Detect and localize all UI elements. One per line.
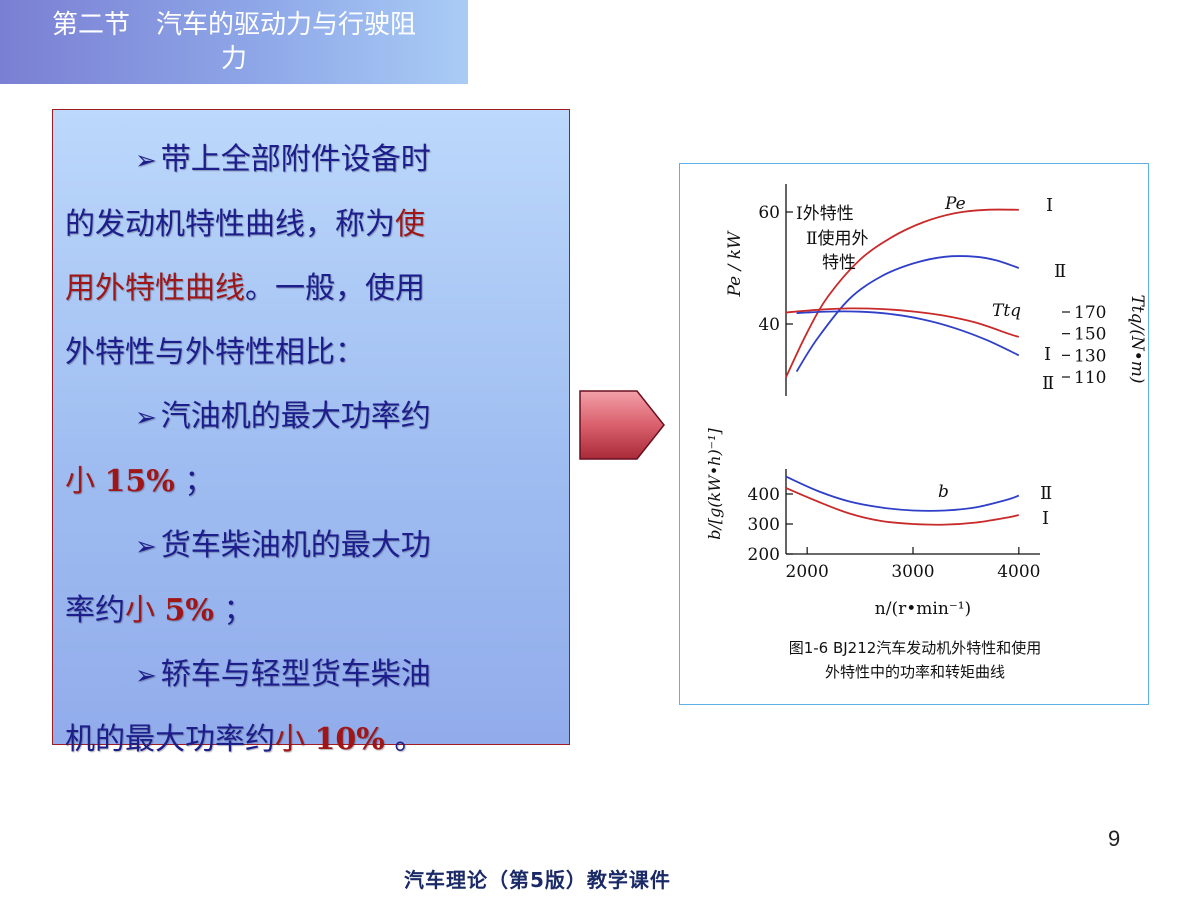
highlight-value: 15% (104, 464, 175, 499)
torque-tick-label: 150 (1074, 325, 1106, 345)
paragraph-4-line2: 机的最大功率约小 10% 。 (65, 708, 555, 772)
text-span: ； (184, 464, 215, 499)
bullet-icon: ➢ (135, 403, 157, 433)
fuel-curve-II (785, 475, 1020, 512)
slide-title-line2: 力 (220, 44, 247, 74)
text-span: 外特性与外特性相比： (65, 335, 365, 370)
torque-axis-label: Ttq/(N•m) (1127, 294, 1147, 383)
torque-I-label: Ⅰ (1044, 344, 1051, 365)
x-tick-label: 3000 (891, 562, 934, 582)
slide-title-line1: 第二节 汽车的驱动力与行驶阻 (51, 10, 416, 40)
torque-tick-label: 110 (1074, 368, 1106, 388)
text-span: ； (223, 593, 254, 628)
bullet-icon: ➢ (135, 532, 157, 562)
fuel-axis-label: b/[g(kW•h)⁻¹] (705, 427, 724, 539)
highlight-value: 5% (164, 593, 214, 628)
paragraph-1-line3: 用外特性曲线。一般，使用 (65, 257, 555, 321)
text-span: 率约 (65, 593, 125, 628)
paragraph-2-line2: 小 15% ； (65, 450, 555, 514)
legend-line2: Ⅱ使用外 (806, 228, 869, 249)
figure-box: 2000 3000 4000 60 40 400 300 200 170 150 130 110… (679, 163, 1149, 705)
figure-caption-line2: 外特性中的功率和转矩曲线 (824, 663, 1005, 681)
text-panel: ➢ 带上全部附件设备时 的发动机特性曲线，称为使 用外特性曲线。一般，使用 外特性… (52, 109, 570, 757)
power-tick-label: 60 (758, 203, 780, 223)
torque-curve-I (785, 307, 1020, 338)
right-arrow-icon (579, 390, 665, 460)
x-tick-label: 2000 (786, 562, 829, 582)
text-span: 轿车与轻型货车柴油 (160, 657, 431, 692)
power-curve-label: Pe (944, 194, 966, 214)
fuel-I-label: Ⅰ (1042, 508, 1049, 529)
legend-line1: Ⅰ外特性 (796, 204, 854, 224)
x-axis-label: n/(r•min⁻¹) (875, 599, 971, 619)
footer-text: 汽车理论（第5版）教学课件 (404, 868, 671, 892)
torque-tick-label: 130 (1074, 346, 1106, 366)
paragraph-1-line1: ➢ 带上全部附件设备时 (65, 128, 555, 193)
page-number: 9 (1108, 826, 1121, 851)
text-span: 。 (394, 722, 425, 757)
paragraph-3-line2: 率约小 5% ； (65, 579, 555, 643)
legend-line3: 特性 (822, 253, 856, 273)
bullet-icon: ➢ (135, 146, 157, 176)
paragraph-4-line1: ➢ 轿车与轻型货车柴油 (65, 643, 555, 708)
bullet-icon: ➢ (135, 661, 157, 691)
torque-curve-label: Ttq (992, 301, 1021, 321)
power-curve-II (795, 255, 1020, 373)
torque-tick-label: 170 (1074, 303, 1106, 323)
x-tick-label: 4000 (997, 562, 1040, 582)
power-I-label: Ⅰ (1046, 195, 1053, 216)
text-span: 。一般，使用 (245, 271, 425, 306)
paragraph-1-line4: 外特性与外特性相比： (65, 321, 555, 385)
torque-II-label: Ⅱ (1042, 373, 1054, 394)
text-span: 的发动机特性曲线，称为 (65, 207, 395, 242)
paragraph-2-line1: ➢ 汽油机的最大功率约 (65, 385, 555, 450)
text-span: 带上全部附件设备时 (160, 142, 431, 177)
paragraph-3-line1: ➢ 货车柴油机的最大功 (65, 514, 555, 579)
figure-caption-line1: 图1-6 BJ212汽车发动机外特性和使用 (788, 639, 1042, 657)
torque-curve-II (796, 310, 1020, 357)
highlight-term: 用外特性曲线 (65, 271, 245, 306)
power-tick-label: 40 (758, 315, 780, 335)
fuel-tick-label: 200 (748, 545, 780, 565)
power-II-label: Ⅱ (1054, 261, 1066, 282)
highlight-term: 小 (275, 722, 305, 757)
text-span: 货车柴油机的最大功 (160, 528, 431, 563)
highlight-term: 小 (65, 464, 95, 499)
highlight-term: 使 (395, 207, 425, 242)
fuel-curve-I (785, 487, 1020, 526)
power-curve-I (785, 208, 1019, 378)
fuel-II-label: Ⅱ (1040, 483, 1052, 504)
engine-characteristics-chart: 2000 3000 4000 60 40 400 300 200 170150130110… (705, 184, 1147, 619)
slide-title: 第二节 汽车的驱动力与行驶阻 力 (0, 0, 468, 84)
power-axis-label: Pe / kW (725, 230, 745, 298)
highlight-term: 小 (125, 593, 155, 628)
highlight-value: 10% (314, 722, 385, 757)
fuel-curve-label: b (938, 482, 949, 502)
fuel-tick-label: 400 (748, 485, 780, 505)
text-span: 汽油机的最大功率约 (160, 399, 431, 434)
fuel-tick-label: 300 (748, 515, 780, 535)
text-span: 机的最大功率约 (65, 722, 275, 757)
paragraph-1-line2: 的发动机特性曲线，称为使 (65, 193, 555, 257)
